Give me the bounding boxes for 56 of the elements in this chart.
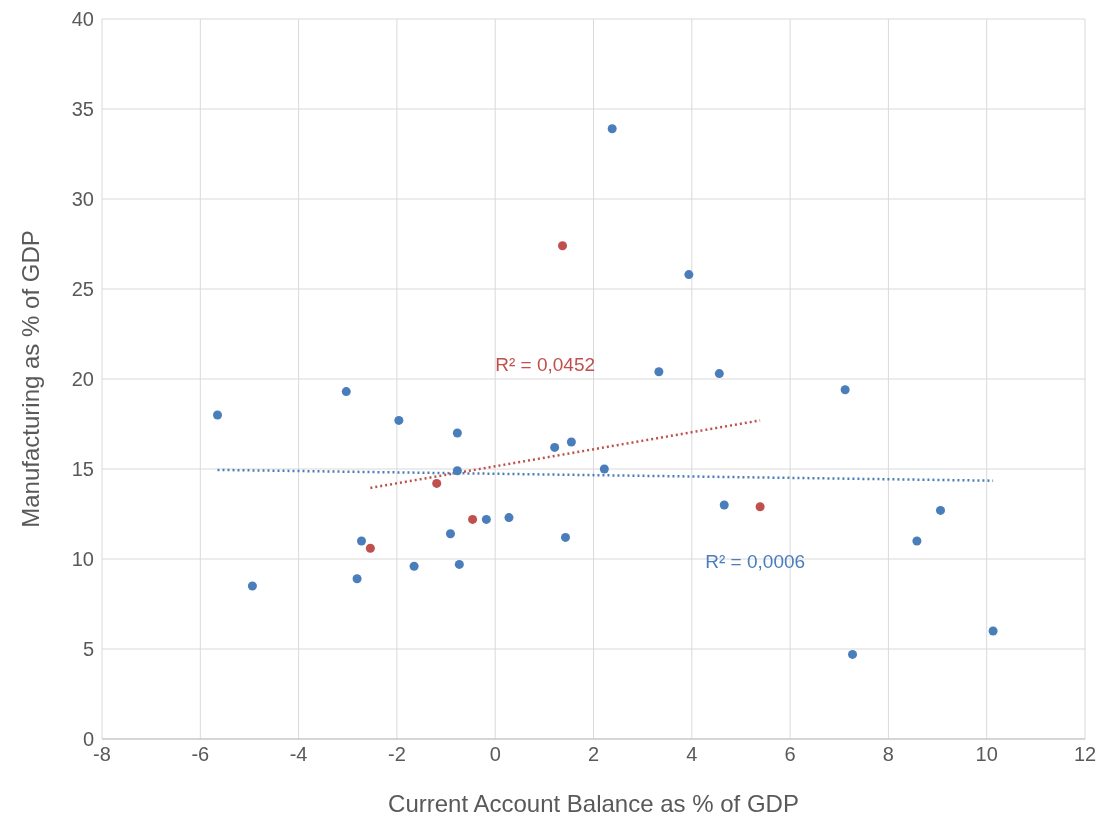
point bbox=[409, 561, 419, 571]
x-axis-title: Current Account Balance as % of GDP bbox=[388, 790, 799, 817]
y-tick-label: 20 bbox=[71, 368, 94, 391]
point bbox=[607, 124, 617, 134]
point bbox=[452, 428, 462, 438]
x-tick-label: 0 bbox=[489, 743, 501, 766]
point bbox=[654, 367, 664, 377]
point bbox=[481, 514, 491, 524]
point bbox=[988, 626, 998, 636]
y-tick-label: 5 bbox=[82, 638, 94, 661]
point bbox=[550, 442, 560, 452]
point bbox=[454, 559, 464, 569]
point bbox=[357, 536, 367, 546]
x-tick-label: -6 bbox=[191, 743, 210, 766]
point bbox=[755, 502, 765, 512]
point bbox=[352, 574, 362, 584]
point bbox=[560, 532, 570, 542]
x-tick-label: 4 bbox=[686, 743, 698, 766]
point bbox=[212, 410, 223, 420]
point bbox=[912, 536, 922, 546]
y-tick-label: 25 bbox=[71, 278, 94, 301]
point bbox=[848, 649, 858, 659]
y-tick-label: 15 bbox=[71, 458, 94, 481]
x-tick-label: 6 bbox=[784, 743, 796, 766]
point bbox=[599, 464, 609, 474]
point bbox=[714, 369, 724, 379]
x-tick-label: -4 bbox=[289, 743, 308, 766]
point bbox=[341, 387, 351, 397]
point bbox=[840, 385, 850, 395]
point bbox=[452, 466, 462, 476]
y-tick-label: 40 bbox=[71, 8, 94, 31]
y-axis-title: Manufacturing as % of GDP bbox=[16, 230, 44, 528]
point bbox=[935, 505, 946, 515]
point bbox=[558, 241, 568, 251]
point bbox=[365, 543, 375, 553]
x-tick-label: 10 bbox=[975, 743, 998, 766]
y-tick-label: 30 bbox=[71, 188, 94, 211]
y-tick-label: 10 bbox=[71, 548, 94, 571]
x-tick-label: -2 bbox=[388, 743, 406, 766]
point bbox=[394, 415, 404, 425]
annotation: R² = 0,0452 bbox=[495, 354, 596, 376]
point bbox=[504, 513, 514, 523]
x-tick-label: 12 bbox=[1073, 743, 1097, 766]
annotation: R² = 0,0006 bbox=[705, 551, 806, 573]
x-tick-label: 2 bbox=[587, 743, 600, 766]
point bbox=[468, 514, 478, 524]
y-tick-label: 0 bbox=[82, 728, 94, 751]
x-tick-label: -8 bbox=[93, 743, 111, 766]
point bbox=[684, 270, 694, 280]
point bbox=[445, 529, 455, 539]
point bbox=[719, 500, 729, 510]
y-tick-label: 35 bbox=[71, 98, 94, 121]
point bbox=[432, 478, 442, 488]
x-tick-label: 8 bbox=[882, 743, 894, 766]
point bbox=[247, 581, 257, 591]
point bbox=[566, 437, 576, 447]
